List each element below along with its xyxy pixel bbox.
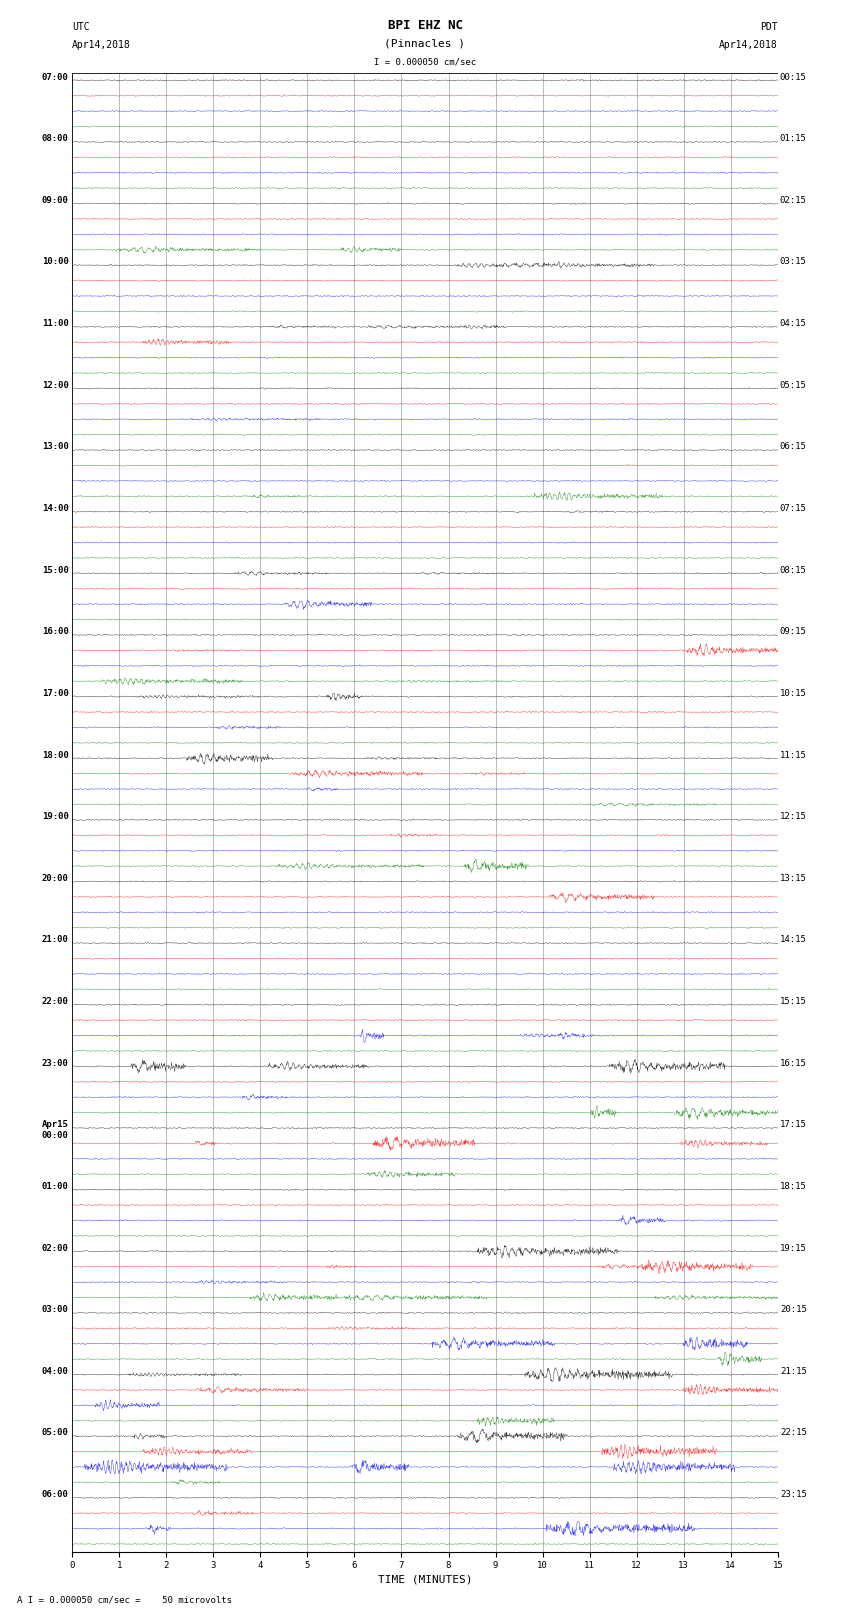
Text: 08:15: 08:15 [779,566,807,574]
Text: 11:15: 11:15 [779,750,807,760]
Text: 02:00: 02:00 [42,1244,69,1253]
Text: 23:00: 23:00 [42,1058,69,1068]
Text: 02:15: 02:15 [779,195,807,205]
Text: 13:15: 13:15 [779,874,807,882]
Text: PDT: PDT [760,23,778,32]
Text: 14:00: 14:00 [42,503,69,513]
Text: 22:00: 22:00 [42,997,69,1007]
Text: 15:00: 15:00 [42,566,69,574]
Text: 12:15: 12:15 [779,813,807,821]
Text: I = 0.000050 cm/sec: I = 0.000050 cm/sec [374,56,476,66]
Text: 17:15: 17:15 [779,1121,807,1129]
Text: 16:00: 16:00 [42,627,69,636]
Text: 04:00: 04:00 [42,1366,69,1376]
X-axis label: TIME (MINUTES): TIME (MINUTES) [377,1574,473,1584]
Text: 07:00: 07:00 [42,73,69,82]
Text: 10:15: 10:15 [779,689,807,698]
Text: 03:15: 03:15 [779,258,807,266]
Text: UTC: UTC [72,23,90,32]
Text: Apr14,2018: Apr14,2018 [72,40,131,50]
Text: 20:15: 20:15 [779,1305,807,1315]
Text: 06:15: 06:15 [779,442,807,452]
Text: (Pinnacles ): (Pinnacles ) [384,39,466,48]
Text: Apr14,2018: Apr14,2018 [719,40,778,50]
Text: 03:00: 03:00 [42,1305,69,1315]
Text: Apr15
00:00: Apr15 00:00 [42,1121,69,1140]
Text: A I = 0.000050 cm/sec =    50 microvolts: A I = 0.000050 cm/sec = 50 microvolts [17,1595,232,1605]
Text: 09:00: 09:00 [42,195,69,205]
Text: 20:00: 20:00 [42,874,69,882]
Text: 14:15: 14:15 [779,936,807,944]
Text: 19:15: 19:15 [779,1244,807,1253]
Text: 10:00: 10:00 [42,258,69,266]
Text: 11:00: 11:00 [42,319,69,327]
Text: 15:15: 15:15 [779,997,807,1007]
Text: 06:00: 06:00 [42,1490,69,1498]
Text: 13:00: 13:00 [42,442,69,452]
Text: 18:00: 18:00 [42,750,69,760]
Text: 04:15: 04:15 [779,319,807,327]
Text: 05:00: 05:00 [42,1429,69,1437]
Text: 12:00: 12:00 [42,381,69,390]
Text: 18:15: 18:15 [779,1182,807,1190]
Text: 09:15: 09:15 [779,627,807,636]
Text: 01:00: 01:00 [42,1182,69,1190]
Text: 23:15: 23:15 [779,1490,807,1498]
Text: 05:15: 05:15 [779,381,807,390]
Text: 19:00: 19:00 [42,813,69,821]
Text: 00:15: 00:15 [779,73,807,82]
Text: 21:15: 21:15 [779,1366,807,1376]
Text: 17:00: 17:00 [42,689,69,698]
Text: 21:00: 21:00 [42,936,69,944]
Text: 01:15: 01:15 [779,134,807,144]
Text: BPI EHZ NC: BPI EHZ NC [388,19,462,32]
Text: 07:15: 07:15 [779,503,807,513]
Text: 08:00: 08:00 [42,134,69,144]
Text: 22:15: 22:15 [779,1429,807,1437]
Text: 16:15: 16:15 [779,1058,807,1068]
